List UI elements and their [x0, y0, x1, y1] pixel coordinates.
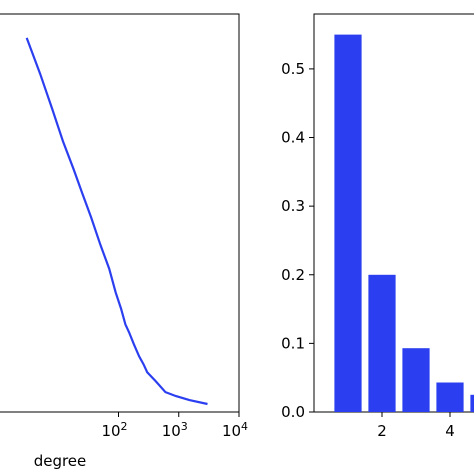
bar: [402, 348, 430, 412]
left-x-tick-label: 104: [222, 420, 248, 440]
bar: [436, 382, 464, 412]
degree-distribution-line: [25, 37, 208, 406]
right-y-tick-label: 0.5: [281, 60, 305, 78]
bar: [368, 274, 396, 412]
right-y-tick-label: 0.1: [281, 334, 305, 352]
bar: [334, 34, 362, 412]
right-y-tick-label: 0.3: [281, 197, 305, 215]
right-y-ticks: 0.0 0.1 0.2 0.3 0.4 0.5: [281, 60, 314, 421]
left-x-axis-label: degree: [34, 452, 87, 470]
left-plot-frame: [0, 13, 240, 413]
bar: [470, 394, 474, 412]
right-x-tick-label: 2: [377, 422, 387, 440]
right-bar-series: [334, 34, 474, 412]
right-y-tick-label: 0.2: [281, 266, 305, 284]
right-y-tick-label: 0.0: [281, 403, 305, 421]
right-x-tick-label: 4: [445, 422, 455, 440]
left-line-series: [25, 37, 208, 406]
left-x-tick-label: 102: [101, 420, 127, 440]
left-x-ticks: 102 103 104: [101, 412, 248, 440]
right-plot-frame: [313, 13, 474, 413]
left-x-tick-label: 103: [162, 420, 188, 440]
right-y-tick-label: 0.4: [281, 129, 305, 147]
left-chart: 102 103 104 degree: [0, 13, 248, 470]
